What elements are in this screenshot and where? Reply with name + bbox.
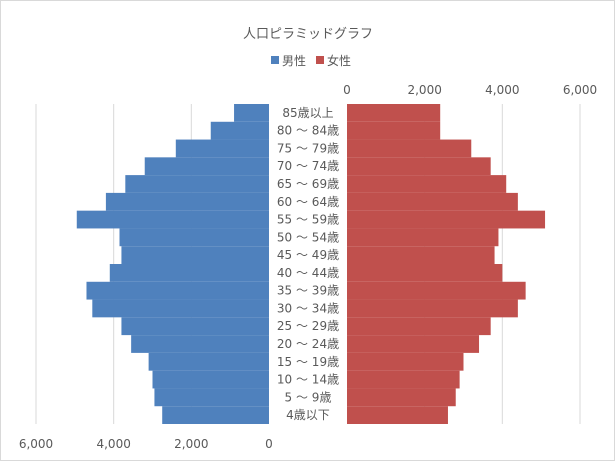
bottom-axis-tick-label: 6,000 xyxy=(19,437,53,451)
top-axis-tick-label: 0 xyxy=(343,83,351,97)
male-bar xyxy=(125,175,269,193)
female-bar xyxy=(347,104,441,122)
category-labels: 4歳以下 5 ～ 9歳 10 ～ 14歳 15 ～ 19歳 20 ～ 24歳 25 ～ 2… xyxy=(277,106,339,422)
category-label: 45 ～ 49歳 xyxy=(277,248,339,262)
bottom-axis-tick-label: 0 xyxy=(265,437,273,451)
legend-swatch-male xyxy=(271,56,279,64)
category-label: 5 ～ 9歳 xyxy=(285,390,332,404)
female-bar xyxy=(347,352,464,371)
top-axis-tick-label: 6,000 xyxy=(563,83,597,97)
category-label: 10 ～ 14歳 xyxy=(277,373,339,387)
female-bar xyxy=(347,335,480,353)
category-label: 25 ～ 29歳 xyxy=(277,319,339,333)
category-label: 50 ～ 54歳 xyxy=(277,230,339,244)
legend-label-female: 女性 xyxy=(327,53,351,68)
category-label: 20 ～ 24歳 xyxy=(277,337,339,351)
male-bar xyxy=(144,157,269,176)
legend-swatch-female xyxy=(316,56,324,64)
male-bar xyxy=(210,121,269,140)
female-bar xyxy=(347,157,491,176)
female-bar xyxy=(347,192,518,211)
male-bar xyxy=(121,317,269,336)
male-bar xyxy=(162,406,269,424)
male-bar xyxy=(109,264,270,282)
male-bar xyxy=(119,228,269,247)
female-bar xyxy=(347,406,448,424)
male-bar xyxy=(148,352,269,371)
category-label: 4歳以下 xyxy=(286,408,330,422)
chart-title: 人口ピラミッドグラフ xyxy=(243,27,373,42)
bottom-axis-tick-label: 4,000 xyxy=(96,437,130,451)
female-bar xyxy=(347,228,499,247)
male-bar xyxy=(154,388,269,407)
female-bar xyxy=(347,281,526,300)
bottom-axis-tick-label: 2,000 xyxy=(174,437,208,451)
category-label: 35 ～ 39歳 xyxy=(277,284,339,298)
legend: 男性 女性 xyxy=(271,53,351,68)
female-bar xyxy=(347,121,441,140)
female-bar xyxy=(347,175,507,193)
female-bar xyxy=(347,388,456,407)
male-bar xyxy=(175,139,269,158)
male-bar xyxy=(86,281,269,300)
category-label: 15 ～ 19歳 xyxy=(277,355,339,369)
category-label: 75 ～ 79歳 xyxy=(277,141,339,155)
category-label: 55 ～ 59歳 xyxy=(277,213,339,227)
female-bar xyxy=(347,370,460,389)
male-bar xyxy=(131,335,269,353)
top-axis-tick-label: 4,000 xyxy=(485,83,519,97)
category-label: 85歳以上 xyxy=(282,106,333,120)
female-bar xyxy=(347,139,472,158)
category-label: 70 ～ 74歳 xyxy=(277,159,339,173)
category-label: 30 ～ 34歳 xyxy=(277,301,339,315)
male-bar xyxy=(76,210,270,229)
female-bar xyxy=(347,264,503,282)
male-bar xyxy=(234,104,269,122)
category-label: 65 ～ 69歳 xyxy=(277,177,339,191)
category-label: 40 ～ 44歳 xyxy=(277,266,339,280)
top-axis-tick-label: 2,000 xyxy=(407,83,441,97)
male-series xyxy=(76,104,270,424)
female-bar xyxy=(347,210,546,229)
male-bar xyxy=(92,299,269,318)
female-bar xyxy=(347,246,495,264)
female-bar xyxy=(347,299,518,318)
legend-label-male: 男性 xyxy=(282,54,306,68)
male-bar xyxy=(121,246,269,264)
female-bar xyxy=(347,317,491,336)
male-bar xyxy=(105,192,270,211)
male-bar xyxy=(152,370,269,389)
bottom-axis: 6,000 4,000 2,000 0 xyxy=(19,437,273,451)
category-label: 80 ～ 84歳 xyxy=(277,124,339,138)
top-axis: 0 2,000 4,000 6,000 xyxy=(343,83,597,97)
category-label: 60 ～ 64歳 xyxy=(277,195,339,209)
female-series xyxy=(347,104,546,424)
